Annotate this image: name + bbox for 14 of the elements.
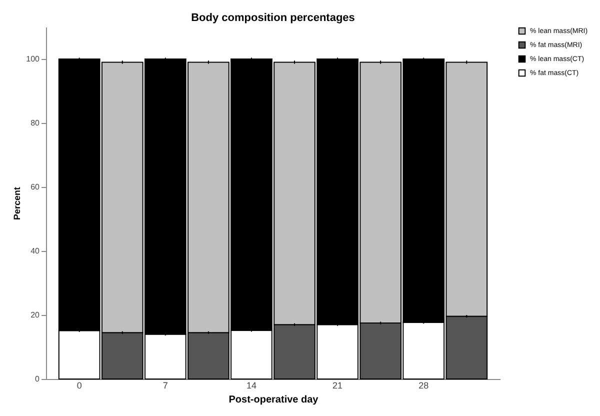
- x-tick-label: 28: [418, 380, 429, 390]
- y-tick-label: 40: [30, 246, 40, 256]
- x-tick-label: 7: [162, 380, 168, 390]
- y-tick-label: 60: [30, 182, 40, 192]
- y-tick-label: 80: [30, 118, 40, 128]
- x-tick-label: 0: [76, 380, 82, 390]
- y-tick-label: 100: [26, 54, 40, 64]
- y-tick-label: 0: [35, 374, 40, 384]
- x-axis-title: Post-operative day: [228, 394, 319, 406]
- x-tick-label: 21: [332, 380, 343, 390]
- y-tick-label: 20: [30, 310, 40, 320]
- chart-title: Body composition percentages: [191, 12, 355, 24]
- x-tick-label: 14: [246, 380, 256, 390]
- y-axis-title: Percent: [12, 186, 22, 220]
